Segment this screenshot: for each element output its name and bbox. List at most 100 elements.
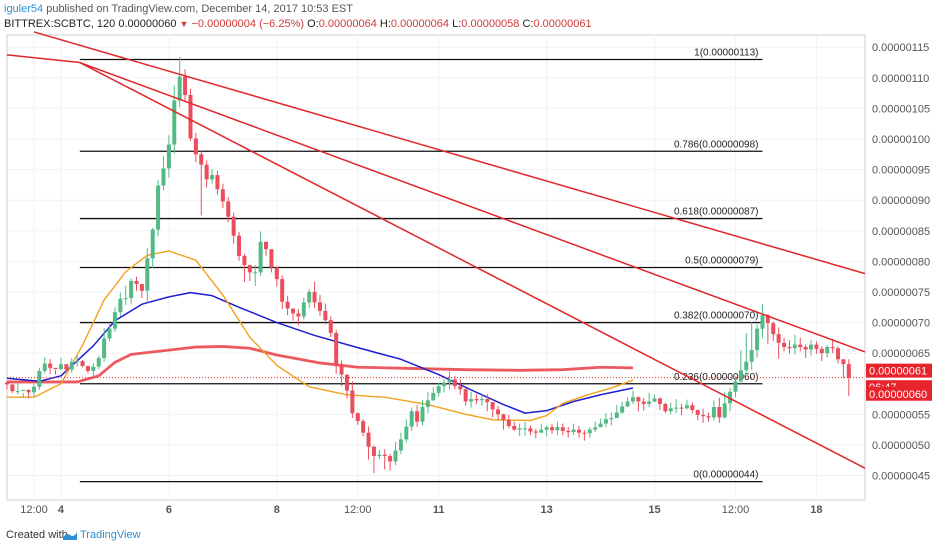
symbol-label[interactable]: BITTREX:SCBTC, 120 [4, 18, 116, 30]
candle-body [555, 427, 560, 431]
candle-body [625, 401, 630, 407]
price-change: −0.00000004 (−6.25%) [191, 18, 305, 30]
tradingview-link[interactable]: TradingView [80, 529, 141, 541]
candle-body [425, 400, 430, 407]
candle-body [657, 398, 662, 404]
y-tick-label: 0.00000075 [872, 287, 930, 299]
candle-body [744, 361, 749, 371]
candle-body [560, 427, 565, 431]
candle-body [226, 201, 231, 217]
candle-body [247, 265, 252, 273]
candle-body [463, 389, 468, 402]
candle-body [663, 403, 668, 412]
low-label: L: [452, 18, 462, 30]
candle-body [145, 258, 150, 291]
candle-body [285, 301, 290, 309]
y-tick-label: 0.00000090 [872, 195, 930, 207]
candle-body [539, 429, 544, 433]
candle-body [80, 361, 85, 367]
trendline [33, 31, 866, 275]
candle-body [787, 347, 792, 349]
candle-body [253, 272, 258, 274]
candle-body [291, 308, 295, 314]
candle-body [5, 382, 9, 385]
candle-body [609, 418, 614, 420]
candle-body [652, 398, 657, 402]
candle-body [501, 414, 506, 420]
candle-body [550, 427, 555, 431]
candle-body [798, 344, 803, 348]
x-tick-label: 15 [648, 504, 660, 516]
candle-body [96, 358, 101, 367]
candle-body [431, 392, 436, 401]
candle-body [107, 328, 112, 339]
candle-body [339, 365, 344, 375]
candle-body [10, 384, 15, 392]
candle-body [280, 279, 285, 302]
candle-body [684, 405, 689, 409]
candle-body [496, 409, 501, 415]
candle-body [334, 332, 339, 366]
candle-body [312, 291, 317, 303]
candle-body [593, 427, 598, 430]
candle-body [436, 386, 441, 393]
candle-body [102, 338, 107, 359]
candle-body [58, 364, 63, 370]
candle-body [85, 366, 90, 371]
candle-body [31, 386, 36, 393]
candle-body [69, 361, 74, 370]
y-tick-label: 0.00000110 [872, 73, 929, 85]
x-tick-label: 12:00 [20, 504, 48, 516]
candle-body [722, 403, 727, 418]
candle-body [242, 255, 247, 266]
candle-body [733, 381, 738, 392]
fib-level-label: 0.5(0.00000079) [685, 256, 758, 267]
candle-body [21, 389, 26, 392]
candle-body [172, 100, 177, 145]
candle-body [112, 312, 117, 329]
tradingview-logo-icon[interactable] [62, 528, 78, 546]
candle-body [701, 414, 706, 417]
candle-body [668, 408, 673, 412]
candle-body [118, 298, 123, 313]
candlesticks [5, 57, 851, 474]
price-tag-label: 0.00000061 [869, 366, 927, 378]
time-axis[interactable]: 12:00 4 6 8 12:00 11 13 15 12:00 18 [20, 504, 822, 516]
price-tag-bg [866, 363, 932, 378]
fib-level-label: 0.618(0.00000087) [674, 207, 759, 218]
publish-info: iguler54 published on TradingView.com, D… [4, 3, 353, 15]
candle-body [803, 347, 808, 350]
candle-body [398, 439, 403, 451]
candle-body [64, 364, 69, 370]
x-tick-label: 12:00 [722, 504, 750, 516]
candle-body [679, 407, 684, 409]
candle-body [264, 241, 269, 250]
candle-body [846, 364, 851, 378]
candle-body [188, 94, 193, 139]
open-label: O: [307, 18, 319, 30]
y-tick-label: 0.00000065 [872, 348, 930, 360]
candle-body [301, 302, 306, 317]
candle-body [506, 419, 511, 426]
publisher-name[interactable]: iguler54 [4, 3, 44, 15]
y-tick-label: 0.00000105 [872, 103, 930, 115]
price-tag-bg [866, 386, 932, 401]
footer: Created with TradingView [0, 520, 932, 550]
price-axis[interactable]: 0.00000045 0.00000050 0.00000055 0.00000060… [872, 42, 930, 482]
candle-body [156, 185, 161, 230]
fib-level-label: 1(0.00000113) [694, 47, 758, 58]
close-label: C: [522, 18, 534, 30]
candle-body [377, 454, 382, 456]
candle-body [388, 455, 393, 462]
candle-body [776, 334, 781, 343]
candle-body [371, 446, 376, 456]
candle-body [139, 284, 144, 291]
candle-body [614, 412, 619, 419]
moving-average-orange [7, 250, 634, 422]
candle-body [749, 350, 754, 362]
price-chart[interactable]: 1(0.00000113) 0.786(0.00000098) 0.618(0.00… [0, 0, 932, 520]
x-tick-label: 18 [810, 504, 822, 516]
candle-body [523, 428, 528, 430]
candle-body [544, 427, 549, 430]
candle-body [193, 138, 198, 155]
